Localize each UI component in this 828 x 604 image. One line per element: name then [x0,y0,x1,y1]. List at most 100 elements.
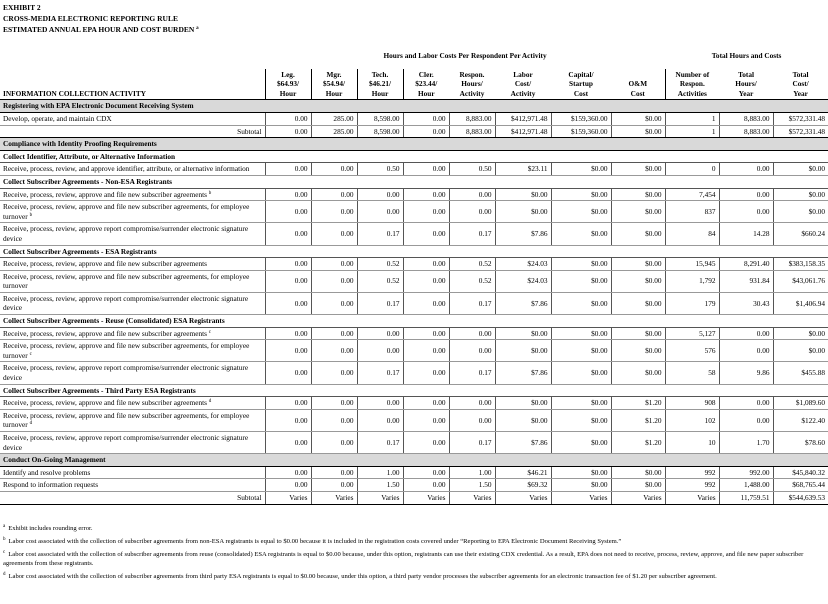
value-cell: 0.17 [356,431,403,455]
column-header: Capital/Startup Cost [551,68,611,101]
data-row: Identify and resolve problems 0.00 0.00 1.0… [0,466,828,480]
header-line: Cler. [418,69,434,79]
header-line: Mgr. [326,69,342,79]
subsection-title: Collect Subscriber Agreements - Third Pa… [0,383,828,398]
title-text: ESTIMATED ANNUAL EPA HOUR AND COST BURDE… [3,25,195,34]
value-cell: Varies [310,491,357,505]
activity-cell: Receive, process, review, approve and fi… [0,270,265,293]
value-cell: $23.11 [494,162,551,176]
value-cell: 0.00 [718,339,774,363]
value-cell: $383,158.35 [772,257,828,271]
header-line: $46.21/ [368,79,392,89]
value-cell: 0.00 [310,396,357,410]
footnote-mark: a [196,26,199,31]
value-cell: 0.00 [718,327,774,341]
value-cell: 0.00 [310,327,357,341]
header-line: Activity [459,88,485,98]
data-row: Receive, process, review, approve report… [0,431,828,455]
value-cell: 0.17 [448,222,495,246]
value-cell: $1.20 [610,409,666,433]
column-header: O&M Cost [611,68,666,101]
value-cell: 992 [664,478,720,492]
column-header: Labor Cost/Activity [495,68,551,101]
value-cell: $0.00 [494,396,551,410]
activity-text: Receive, process, review, approve and fi… [3,328,207,338]
data-row: Receive, process, review, approve and fi… [0,327,828,341]
column-header: Tech. $46.21/Hour [356,68,403,101]
value-cell: $1,406.94 [772,292,828,316]
value-cell: 0.00 [718,396,774,410]
data-row: Receive, process, review, approve and fi… [0,257,828,271]
subsection-title: Collect Subscriber Agreements - Reuse (C… [0,314,828,328]
value-cell: 14.28 [718,222,774,246]
value-cell: Varies [264,491,311,505]
footnote-mark: d [208,399,212,405]
value-cell: $0.00 [494,327,551,341]
value-cell: 931.84 [718,270,774,293]
value-cell: 0.00 [310,409,357,433]
value-cell: 837 [664,200,720,224]
value-cell: $0.00 [550,466,611,480]
value-cell: 0.00 [356,396,403,410]
activity-text: Receive, process, review, approve and fi… [3,398,207,408]
value-cell: 8,598.00 [356,125,403,139]
value-cell: $0.00 [772,339,828,363]
value-cell: 0.00 [402,431,449,455]
value-cell: 0.00 [402,257,449,271]
data-row: Receive, process, review, approve report… [0,292,828,316]
footnote-text: Labor cost associated with the collectio… [3,551,804,567]
value-cell: 0.00 [310,478,357,492]
activity-text: Develop, operate, and maintain CDX [3,113,112,123]
value-cell: $0.00 [610,270,666,293]
activity-cell: Receive, process, review, approve and fi… [0,188,265,202]
value-cell: $0.00 [494,409,551,433]
value-cell: 1.70 [718,431,774,455]
footnote: c Labor cost associated with the collecti… [3,550,825,568]
activity-text: Receive, process, review, approve report… [3,293,249,313]
value-cell: 0.00 [310,162,357,176]
value-cell: $122.40 [772,409,828,433]
value-cell: 0.00 [310,361,357,385]
value-cell: 0 [664,162,720,176]
value-cell: 0.00 [310,431,357,455]
value-cell: 0.00 [264,478,311,492]
value-cell: 8,883.00 [718,112,774,126]
header-line: Number of [675,69,710,79]
value-cell: 0.00 [264,466,311,480]
value-cell: 1 [664,125,720,139]
value-cell: $0.00 [610,292,666,316]
value-cell: 0.00 [356,188,403,202]
value-cell: 0.17 [356,222,403,246]
subtotal-row: Subtotal Varies Varies Varies Varies Varies Va… [0,491,828,505]
value-cell: $0.00 [610,112,666,126]
activity-text: Receive, process, review, approve and fi… [3,202,250,221]
value-cell: 8,883.00 [448,112,495,126]
activity-text: Respond to information requests [3,480,99,490]
column-header: Cler. $23.44/Hour [402,68,449,101]
value-cell: 0.00 [448,339,495,363]
value-cell: 0.00 [402,222,449,246]
value-cell: 0.52 [356,257,403,271]
value-cell: 0.00 [356,327,403,341]
value-cell: 15,945 [664,257,720,271]
activity-cell: Identify and resolve problems [0,466,265,480]
value-cell: $0.00 [610,125,666,139]
subsection-row: Collect Subscriber Agreements - Third Pa… [0,383,828,398]
value-cell: 0.00 [402,112,449,126]
value-cell: $572,331.48 [772,112,828,126]
activity-cell: Develop, operate, and maintain CDX [0,112,265,126]
header-line: Total [792,69,809,79]
header-line: Hour [279,88,297,98]
value-cell: 0.00 [402,409,449,433]
value-cell: 0.00 [264,361,311,385]
footnote-mark: b [29,212,33,218]
value-cell: 0.00 [718,162,774,176]
value-cell: 5,127 [664,327,720,341]
value-cell: $0.00 [610,478,666,492]
value-cell: 0.00 [310,188,357,202]
footnote-text: Exhibit includes rounding error. [8,525,93,532]
activity-text: Receive, process, review, approve and fi… [3,259,207,269]
value-cell: 102 [664,409,720,433]
value-cell: 8,598.00 [356,112,403,126]
column-header: Leg. $64.93/Hour [264,68,311,101]
